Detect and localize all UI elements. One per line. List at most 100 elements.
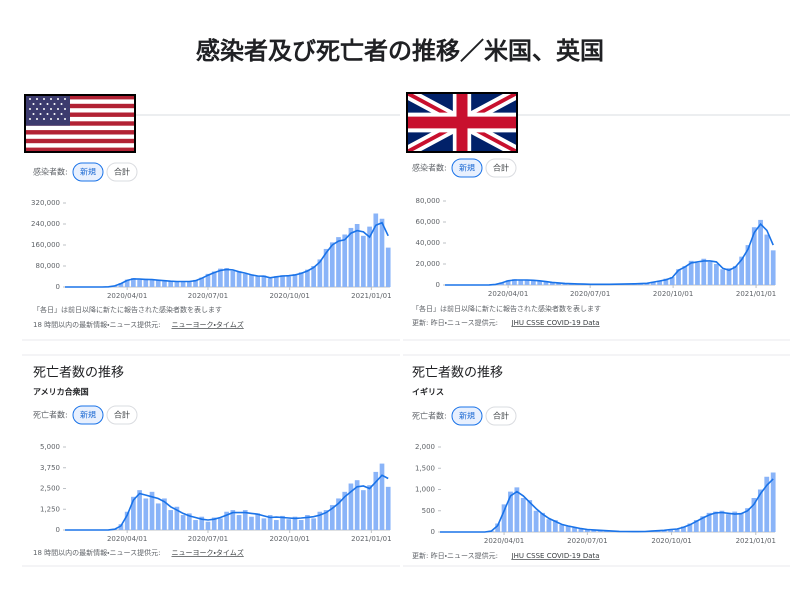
button-bg [72,162,104,182]
bar [274,520,279,530]
bar [174,282,180,287]
bar [501,504,507,532]
bar [162,281,167,287]
bar [591,529,597,532]
y-tick-label: 80,000 [416,197,441,205]
bar [770,250,776,285]
bar [323,510,329,530]
uk-flag [406,92,518,153]
bar [236,271,242,287]
bar [162,498,167,530]
bar [242,273,248,287]
button-bg [451,406,483,426]
button-label: 新規 [459,163,475,173]
source-link[interactable]: JHU CSSE COVID-19 Data [511,319,600,327]
button-bg [485,406,517,426]
bar [124,279,130,287]
y-tick-label: 60,000 [416,218,441,226]
toggle-button[interactable]: 新規 [72,162,104,182]
bar [292,516,298,530]
bar [701,258,707,285]
toggle-button[interactable]: 合計 [106,162,138,182]
bar [524,279,530,285]
toggle-button[interactable]: 新規 [72,405,104,425]
bar [230,510,236,530]
footnote: 「各日」は前日以降に新たに報告された感染者数を表します [33,305,222,314]
trend-line [445,222,774,286]
bar [255,513,261,530]
bar [530,280,536,285]
x-tick-label: 2020/04/01 [107,535,147,543]
toggle-button[interactable]: 合計 [485,406,517,426]
y-tick-label: 160,000 [31,241,60,249]
bar [286,519,292,530]
bar [738,512,744,532]
bar [732,266,738,285]
bar [354,224,360,287]
source-link[interactable]: ニューヨーク・タイムズ [172,320,244,329]
y-tick-label: 40,000 [416,239,441,247]
bar [274,276,279,287]
bar [379,218,385,287]
bar [739,256,745,285]
bar [505,280,511,285]
bar [180,515,186,530]
trend-line [65,221,389,288]
bar [329,242,335,287]
y-tick-label: 240,000 [31,220,60,228]
bar [336,237,341,287]
x-tick-label: 2020/07/01 [567,537,607,545]
bar [770,472,776,532]
toggle-button[interactable]: 新規 [451,158,483,178]
y-tick-label: 0 [56,283,60,291]
bar [668,529,674,532]
bar [508,491,513,532]
bar [700,516,706,532]
bar [230,270,236,287]
source-prefix: 更新: 昨日・ニュース提供元: [412,318,498,327]
x-tick-label: 2020/10/01 [653,290,693,298]
x-tick-label: 2020/04/01 [484,537,524,545]
bar [559,524,565,532]
bar [261,518,267,530]
bar [549,282,555,285]
bar [155,279,161,287]
x-tick-label: 2020/10/01 [269,535,309,543]
bar [514,487,520,532]
toggle-button[interactable]: 合計 [106,405,138,425]
bar [367,226,372,287]
source-link[interactable]: JHU CSSE COVID-19 Data [511,552,600,560]
bar [193,520,198,530]
y-tick-label: 0 [436,281,440,289]
bar [726,268,732,285]
bar [224,268,229,287]
x-tick-label: 2020/07/01 [188,292,228,300]
source-link[interactable]: ニューヨーク・タイムズ [172,548,244,557]
y-tick-label: 5,000 [40,443,60,451]
toggle-button[interactable]: 合計 [485,158,517,178]
bar [578,528,584,532]
bar [681,526,686,532]
toggle-button[interactable]: 新規 [451,406,483,426]
bar [124,511,130,530]
bar [764,234,770,285]
bar [565,525,571,532]
bar [261,275,267,287]
bar [373,213,379,287]
bar [379,463,385,530]
bar [682,266,688,285]
section-heading: 死亡者数の推移 [33,366,124,381]
bar [657,280,662,285]
y-tick-label: 0 [431,528,435,536]
bar [311,266,316,287]
bar [674,528,680,532]
bar [336,498,341,530]
x-tick-label: 2021/01/01 [736,290,776,298]
bar [255,276,261,287]
y-tick-label: 1,500 [415,464,435,472]
x-tick-label: 2020/04/01 [488,290,528,298]
bar [572,527,577,532]
bar [676,269,681,285]
bar [385,247,391,287]
bar [543,281,549,285]
